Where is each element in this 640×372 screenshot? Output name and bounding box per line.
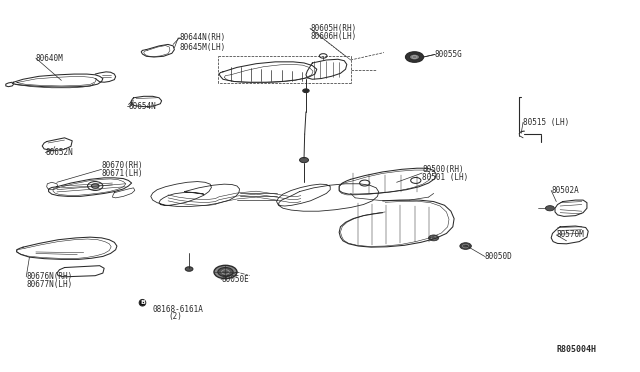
- Circle shape: [218, 267, 233, 276]
- Text: 80501 (LH): 80501 (LH): [422, 173, 468, 182]
- Text: 80500(RH): 80500(RH): [422, 165, 464, 174]
- Text: 80671(LH): 80671(LH): [102, 169, 143, 178]
- Text: 80055G: 80055G: [435, 50, 463, 59]
- Circle shape: [300, 157, 308, 163]
- Text: B: B: [140, 300, 145, 305]
- Text: 80606H(LH): 80606H(LH): [310, 32, 356, 41]
- Text: 80640M: 80640M: [36, 54, 63, 62]
- Text: 80652N: 80652N: [45, 148, 73, 157]
- Circle shape: [406, 52, 424, 62]
- Circle shape: [460, 243, 471, 249]
- Text: 80605H(RH): 80605H(RH): [310, 24, 356, 33]
- Text: 80654N: 80654N: [129, 102, 156, 111]
- Circle shape: [92, 184, 99, 188]
- Text: 80644N(RH): 80644N(RH): [179, 33, 226, 42]
- Text: 80677N(LH): 80677N(LH): [26, 280, 72, 289]
- Text: 80502A: 80502A: [551, 186, 579, 195]
- Circle shape: [545, 206, 554, 211]
- Text: R805004H: R805004H: [556, 345, 596, 354]
- Text: 80645M(LH): 80645M(LH): [179, 42, 226, 51]
- Text: 80676N(RH): 80676N(RH): [26, 272, 72, 281]
- Circle shape: [303, 89, 309, 93]
- Text: 80570M: 80570M: [556, 230, 584, 240]
- Circle shape: [410, 54, 420, 60]
- Text: 08168-6161A: 08168-6161A: [153, 305, 204, 314]
- Text: 80515 (LH): 80515 (LH): [523, 118, 570, 127]
- Circle shape: [429, 235, 439, 241]
- Text: 80050D: 80050D: [484, 252, 513, 261]
- Circle shape: [214, 265, 237, 279]
- Text: (2): (2): [168, 312, 182, 321]
- Text: 80670(RH): 80670(RH): [102, 161, 143, 170]
- Text: 80050E: 80050E: [221, 275, 249, 284]
- Circle shape: [185, 267, 193, 271]
